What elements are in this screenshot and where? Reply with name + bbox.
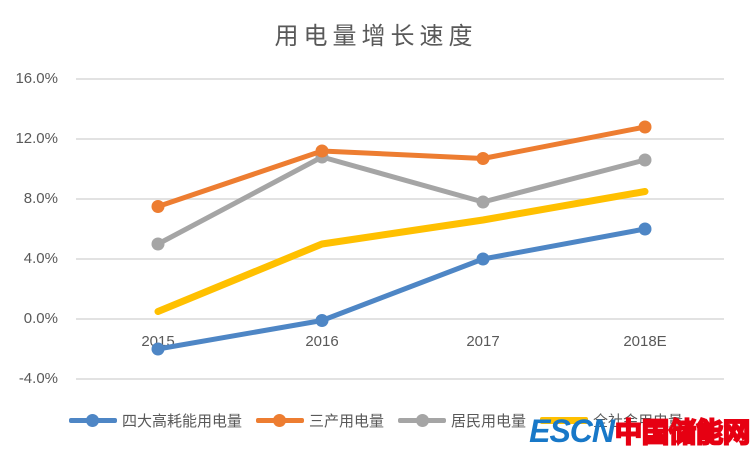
chart-title: 用电量增长速度 [274,23,478,50]
y-tick-label: 16.0% [15,70,58,87]
y-tick-label: 0.0% [23,310,58,327]
y-tick-label: 8.0% [23,190,58,207]
watermark-escn-text: ESCN [529,413,615,449]
legend-line-marker-icon [255,414,304,428]
legend-label: 全社会用电量 [593,413,684,430]
legend-label: 三产用电量 [308,413,384,430]
legend-label: 居民用电量 [451,413,527,430]
y-tick-label: -4.0% [18,370,58,387]
legend-label: 四大高耗能用电量 [121,413,242,430]
y-tick-label: 4.0% [23,250,58,267]
legend-item-3: 全社会用电量 [540,410,683,431]
x-tick-label: 2016 [305,333,339,350]
watermark: ESCN 中国储能网 [529,411,751,450]
legend-item-2: 居民用电量 [398,410,526,431]
x-tick-label: 2017 [466,333,500,350]
legend: 四大高耗能用电量 三产用电量 居民用电量 全社会用电量 [0,410,752,431]
legend-line-marker-icon [540,414,589,428]
x-tick-label: 2018E [623,333,667,350]
x-tick-label: 2015 [141,333,175,350]
watermark-cn-text: 中国储能网 [614,417,751,449]
legend-line-marker-icon [398,414,446,428]
legend-line-marker-icon [68,414,117,428]
y-tick-label: 12.0% [15,130,58,147]
legend-item-0: 四大高耗能用电量 [68,410,242,431]
legend-item-1: 三产用电量 [255,410,384,431]
